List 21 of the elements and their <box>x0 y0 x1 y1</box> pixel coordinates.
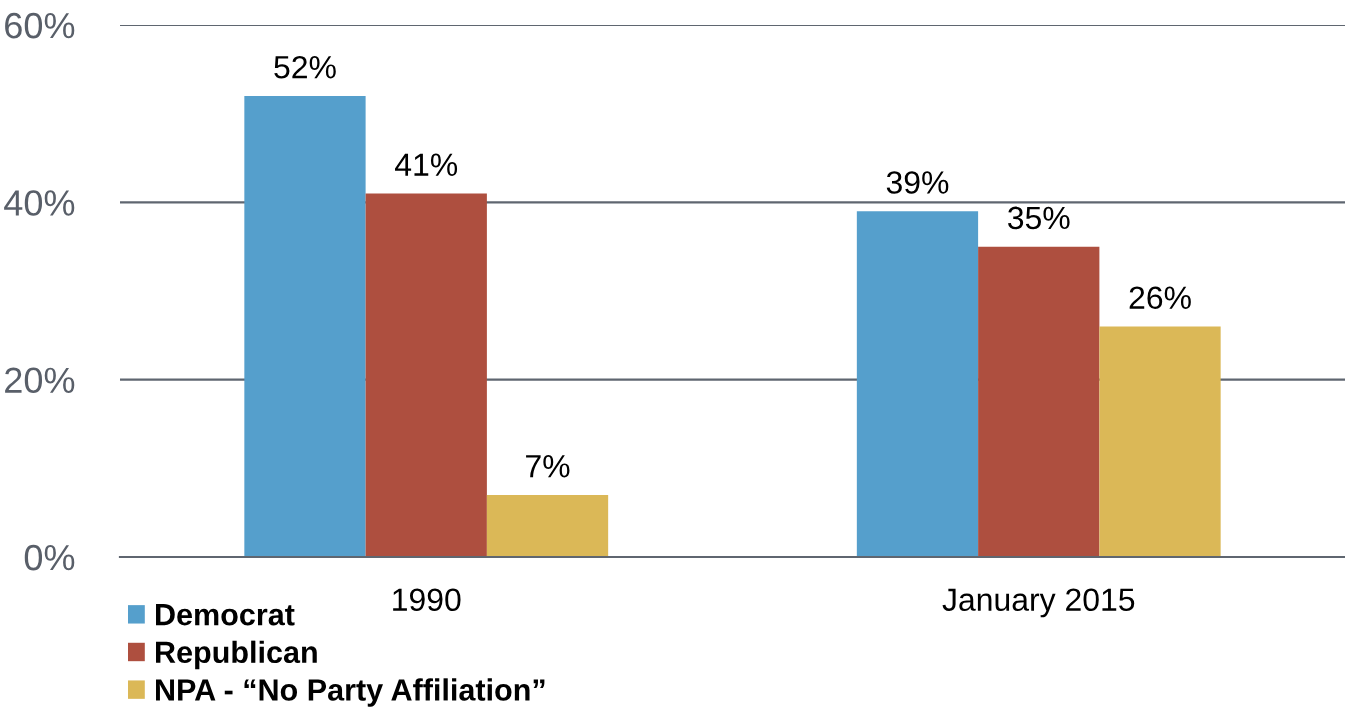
y-tick-label: 20% <box>5 367 75 394</box>
bar <box>978 246 1100 557</box>
y-tick-label: 60% <box>5 12 75 39</box>
bar <box>486 494 609 557</box>
legend-label: Republican <box>156 640 317 670</box>
bar <box>244 95 366 557</box>
data-label: 7% <box>526 455 570 478</box>
bar <box>365 193 487 557</box>
bar <box>856 211 979 557</box>
x-tick-label: January 2015 <box>942 588 1135 618</box>
data-label: 35% <box>1008 206 1070 230</box>
legend-label: Democrat <box>156 604 295 626</box>
data-label: 26% <box>1129 286 1191 310</box>
data-label: 52% <box>274 55 336 79</box>
x-tick-label: 1990 <box>393 588 461 612</box>
bar <box>1099 326 1221 557</box>
data-label: 39% <box>886 171 949 194</box>
legend-label: NPA - “No Party Affiliation” <box>156 678 545 707</box>
y-tick-label: 40% <box>4 190 75 216</box>
y-tick-label: 0% <box>24 544 75 571</box>
data-label: 41% <box>395 153 458 176</box>
